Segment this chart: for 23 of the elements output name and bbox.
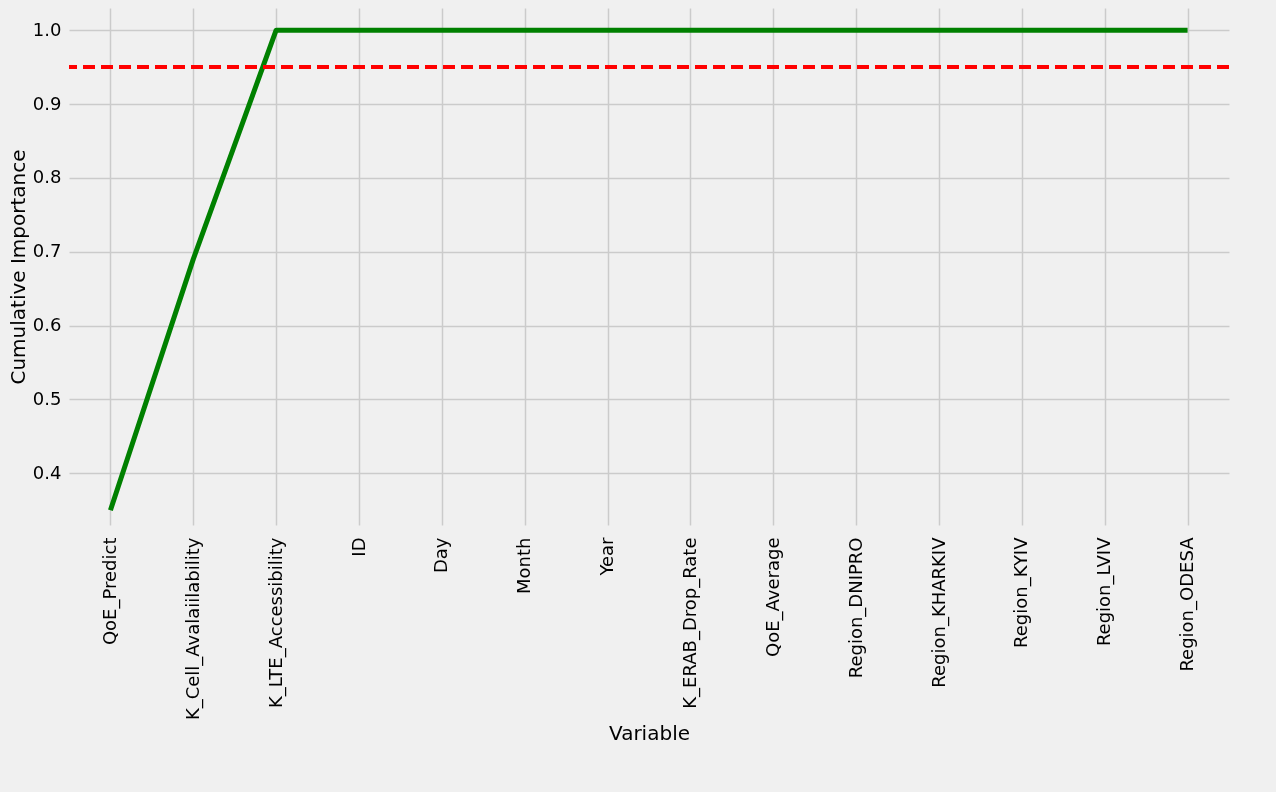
x-tick-label: QoE_Predict	[98, 537, 121, 646]
y-tick-label: 0.9	[32, 92, 62, 114]
y-axis-title: Cumulative Importance	[5, 149, 30, 385]
x-tick-label: K_ERAB_Drop_Rate	[678, 537, 701, 709]
y-tick-label: 0.6	[32, 314, 62, 336]
x-tick-label: Month	[513, 537, 535, 594]
x-tick-label: ID	[347, 537, 369, 557]
x-tick-label: Year	[596, 536, 618, 577]
y-tick-label: 0.4	[32, 461, 62, 483]
y-tick-label: 0.8	[32, 166, 62, 188]
x-tick-label: QoE_Average	[761, 537, 784, 657]
x-tick-label: Region_ODESA	[1176, 536, 1199, 672]
x-tick-label: K_Cell_Avalaiilability	[181, 537, 204, 721]
x-tick-label: Region_DNIPRO	[844, 537, 867, 679]
y-tick-label: 0.7	[32, 240, 62, 262]
y-tick-label: 0.5	[32, 387, 62, 409]
x-tick-label: Region_KYIV	[1010, 536, 1033, 648]
x-tick-label: K_LTE_Accessibility	[264, 537, 287, 708]
x-tick-label: Region_KHARKIV	[927, 536, 950, 688]
y-tick-label: 1.0	[32, 18, 62, 40]
x-tick-label: Region_LVIV	[1093, 536, 1116, 647]
x-tick-label: Day	[430, 537, 452, 574]
x-axis-title: Variable	[609, 721, 690, 746]
